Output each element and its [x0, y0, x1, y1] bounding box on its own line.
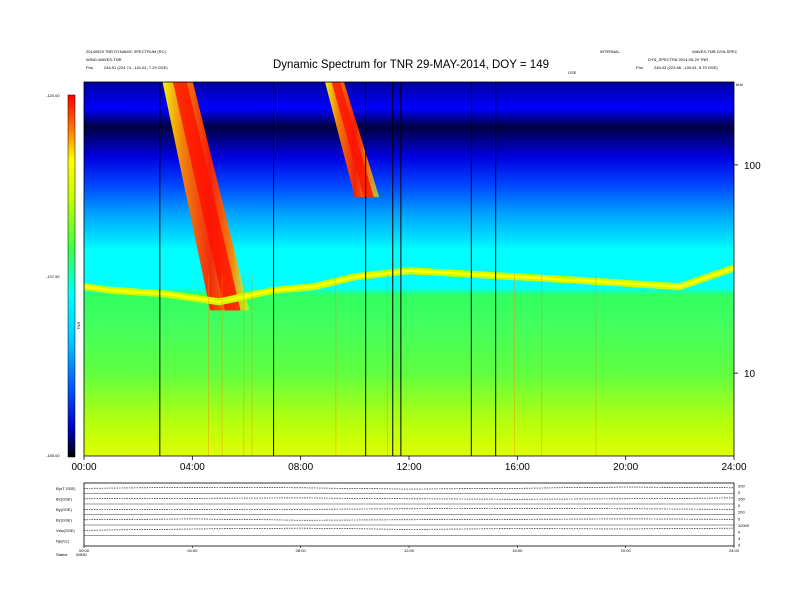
panel-label: Np(/cc): [56, 538, 70, 543]
panel-label: Vsw(GSE): [56, 528, 75, 533]
type-iii-bursts: [162, 82, 380, 311]
x-tick-label: 04:00: [180, 462, 205, 473]
panel-right-tick: 0: [738, 490, 741, 495]
panel-right-tick: 200: [738, 484, 745, 489]
plasma-line: [84, 264, 734, 306]
header-right-line2: WAVES-TNR-DYN-SPEC: [692, 49, 738, 54]
colorbar-tick-top: -120.00: [46, 93, 60, 98]
x-tick-label: 00:00: [71, 462, 96, 473]
colorbar-gradient: [67, 94, 76, 458]
panel-footer-mid: WIND: [76, 552, 87, 557]
panel-x-tick-label: 12:00: [404, 548, 415, 553]
header-left-pos-label: Pos: [86, 65, 93, 70]
panel-right-tick: 200: [738, 497, 745, 502]
chart-title: Dynamic Spectrum for TNR 29-MAY-2014, DO…: [273, 59, 549, 71]
panel-series-2: [83, 497, 735, 500]
y-tick-label: 10: [744, 369, 756, 380]
panel-x-tick-label: 20:00: [621, 548, 632, 553]
panel-x-tick-label: 00:00: [79, 548, 90, 553]
x-tick-label: 20:00: [613, 462, 638, 473]
event-lines: [159, 82, 497, 456]
panel-series-1: [83, 486, 735, 490]
panel-label: Bz(GSE): [56, 517, 72, 522]
colorbar-tick-mid: -137.50: [46, 274, 60, 279]
header-right-line1: INTERNAL: [600, 49, 621, 54]
header-right-line3: DYN_SPECTRA 2014-05-29 TNR: [648, 57, 708, 62]
header-left-pos-values: 245.51 (224.74, -101.61, 7.29 GSE): [104, 65, 168, 70]
panel-label: By(GSE): [56, 507, 72, 512]
x-axis: 00:00 04:00 08:00 12:00 16:00 20:00 24:00: [71, 456, 747, 473]
colorbar-tick-bottom: -155.00: [46, 453, 60, 458]
solar-wind-panels: B(nT GSE) Bx(GSE) By(GSE) Bz(GSE) Vsw(GSE) Np…: [56, 482, 750, 557]
x-tick-label: 24:00: [721, 462, 746, 473]
panel-right-tick: 10000: [738, 523, 750, 528]
colorbar: -120.00 -137.50 -155.00 TNR: [46, 93, 81, 458]
spectrogram-streaks: [208, 273, 597, 456]
panel-series-5: [83, 527, 735, 531]
panel-right-tick: 0: [738, 516, 741, 521]
y-axis-right: 100 10 kHz: [734, 82, 761, 380]
panel-right-tick: 0: [738, 543, 741, 548]
spectrogram-plot: [84, 82, 734, 456]
burst-core-2: [331, 82, 374, 198]
header-left-line2: WIND-WAVES-TNR: [86, 57, 122, 62]
x-tick-label: 12:00: [396, 462, 421, 473]
panel-right-tick: 3: [738, 536, 741, 541]
panel-footer-left: Status: [56, 552, 67, 557]
panel-x-tick-label: 16:00: [512, 548, 523, 553]
panel-right-tick: 0: [738, 529, 741, 534]
panel-x-tick-label: 08:00: [296, 548, 307, 553]
header-left-line1: 20140529 TNR DYNAMIC SPECTRUM (RC): [86, 49, 166, 54]
y-tick-label: 100: [744, 161, 761, 172]
x-tick-label: 16:00: [505, 462, 530, 473]
panel-right-tick: 200: [738, 510, 745, 515]
burst-core-1: [172, 82, 241, 311]
header-center-small: GSE: [568, 70, 577, 75]
chart-header: 20140529 TNR DYNAMIC SPECTRUM (RC) WIND-…: [86, 49, 738, 75]
panel-right-tick: 0: [738, 503, 741, 508]
panel-x-tick-label: 04:00: [187, 548, 198, 553]
panel-label: Bx(GSE): [56, 496, 72, 501]
panel-x-tick-label: 24:00: [729, 548, 740, 553]
x-tick-label: 08:00: [288, 462, 313, 473]
panel-label: B(nT GSE): [56, 486, 76, 491]
panel-series-3: [83, 508, 735, 511]
y-axis-label: kHz: [736, 82, 743, 87]
colorbar-label: TNR: [76, 322, 81, 330]
header-right-pos-label: Pos: [636, 65, 643, 70]
panel-series-4: [83, 518, 735, 521]
plasma-line-core: [84, 266, 734, 304]
header-right-pos-values: 245.43 (223.86, -100.81, 5.79 GSE): [654, 65, 718, 70]
